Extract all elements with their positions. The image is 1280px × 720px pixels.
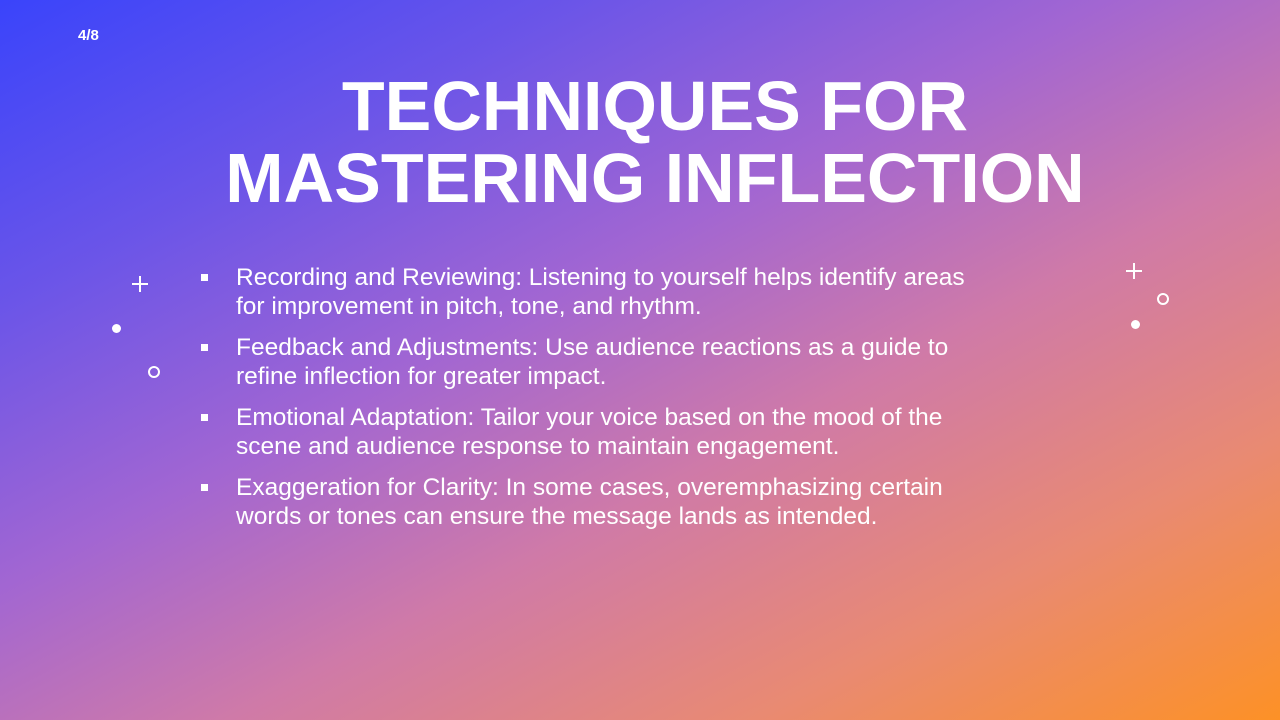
bullet-item: Recording and Reviewing: Listening to yo… [200,263,1100,321]
slide-title-line-1: TECHNIQUES FOR [341,67,969,145]
square-bullet-icon [201,484,208,491]
bullet-item: Exaggeration for Clarity: In some cases,… [200,473,1100,531]
bullet-text-line-1: Exaggeration for Clarity: In some cases,… [236,474,943,501]
slide-title-line-2: MASTERING INFLECTION [225,139,1085,217]
bullet-item: Feedback and Adjustments: Use audience r… [200,333,1100,391]
square-bullet-icon [201,274,208,281]
plus-icon [132,276,148,292]
bullet-text-line-2: scene and audience response to maintain … [236,433,840,460]
dot-icon [1131,320,1140,329]
bullet-text-line-2: words or tones can ensure the message la… [236,503,878,530]
bullet-text-line-2: for improvement in pitch, tone, and rhyt… [236,293,702,320]
square-bullet-icon [201,414,208,421]
plus-icon [1126,263,1142,279]
dot-icon [112,324,121,333]
bullet-text-line-1: Recording and Reviewing: Listening to yo… [236,264,965,291]
bullet-list: Recording and Reviewing: Listening to yo… [200,263,1100,543]
ring-icon [148,366,160,378]
square-bullet-icon [201,344,208,351]
slide-title: TECHNIQUES FOR MASTERING INFLECTION [140,70,1170,214]
bullet-text-line-1: Emotional Adaptation: Tailor your voice … [236,404,943,431]
bullet-text-line-2: refine inflection for greater impact. [236,363,607,390]
ring-icon [1157,293,1169,305]
bullet-text-line-1: Feedback and Adjustments: Use audience r… [236,334,949,361]
bullet-item: Emotional Adaptation: Tailor your voice … [200,403,1100,461]
slide-counter: 4/8 [78,27,99,44]
